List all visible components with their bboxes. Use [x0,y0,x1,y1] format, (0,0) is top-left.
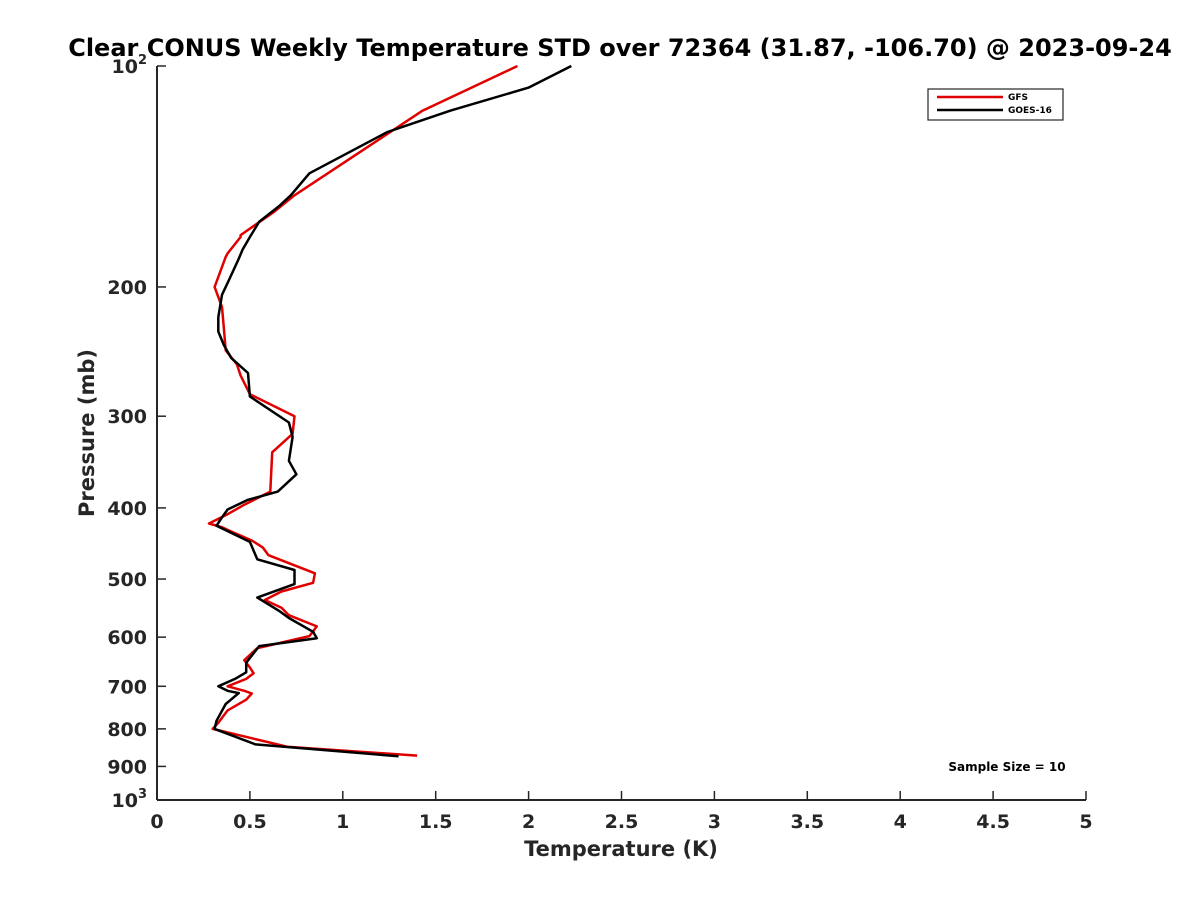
y-tick-label: 200 [107,277,147,299]
x-tick-label: 1.5 [419,811,453,833]
legend-label-goes16: GOES-16 [1008,106,1052,116]
x-tick-label: 0.5 [233,811,267,833]
x-tick-label: 5 [1079,811,1092,833]
x-tick-label: 2 [522,811,535,833]
x-tick-label: 2.5 [605,811,639,833]
x-tick-label: 3.5 [790,811,824,833]
legend-label-gfs: GFS [1008,93,1028,103]
y-tick-label: 800 [107,719,147,741]
y-tick-label: 400 [107,498,147,520]
y-tick-label: 300 [107,406,147,428]
x-tick-label: 3 [708,811,721,833]
y-tick-label: 700 [107,676,147,698]
chart-title: Clear CONUS Weekly Temperature STD over … [68,34,1172,62]
series-line-gfs [207,64,519,757]
legend-box [927,88,1064,121]
y-tick-label: 500 [107,569,147,591]
x-tick-label: 1 [336,811,349,833]
x-axis-ticks: 0 0.5 1 1.5 2 2.5 3 3.5 4 4.5 5 [150,791,1093,833]
y-tick-label: 900 [107,756,147,778]
y-tick-label: 103 [112,787,148,812]
y-tick-label: 102 [112,53,148,78]
y-axis-label: Pressure (mb) [75,349,99,517]
series-lines [207,64,572,758]
x-tick-label: 0 [150,811,163,833]
x-tick-label: 4 [894,811,907,833]
legend: GFS GOES-16 [927,88,1064,121]
y-tick-label: 600 [107,627,147,649]
x-axis-label: Temperature (K) [524,837,718,861]
sample-size-annotation: Sample Size = 10 [948,760,1065,774]
x-tick-label: 4.5 [976,811,1010,833]
series-line-goes-16 [213,64,572,758]
y-axis-ticks: 102 200 300 400 500 600 700 800 900 103 [107,53,166,812]
